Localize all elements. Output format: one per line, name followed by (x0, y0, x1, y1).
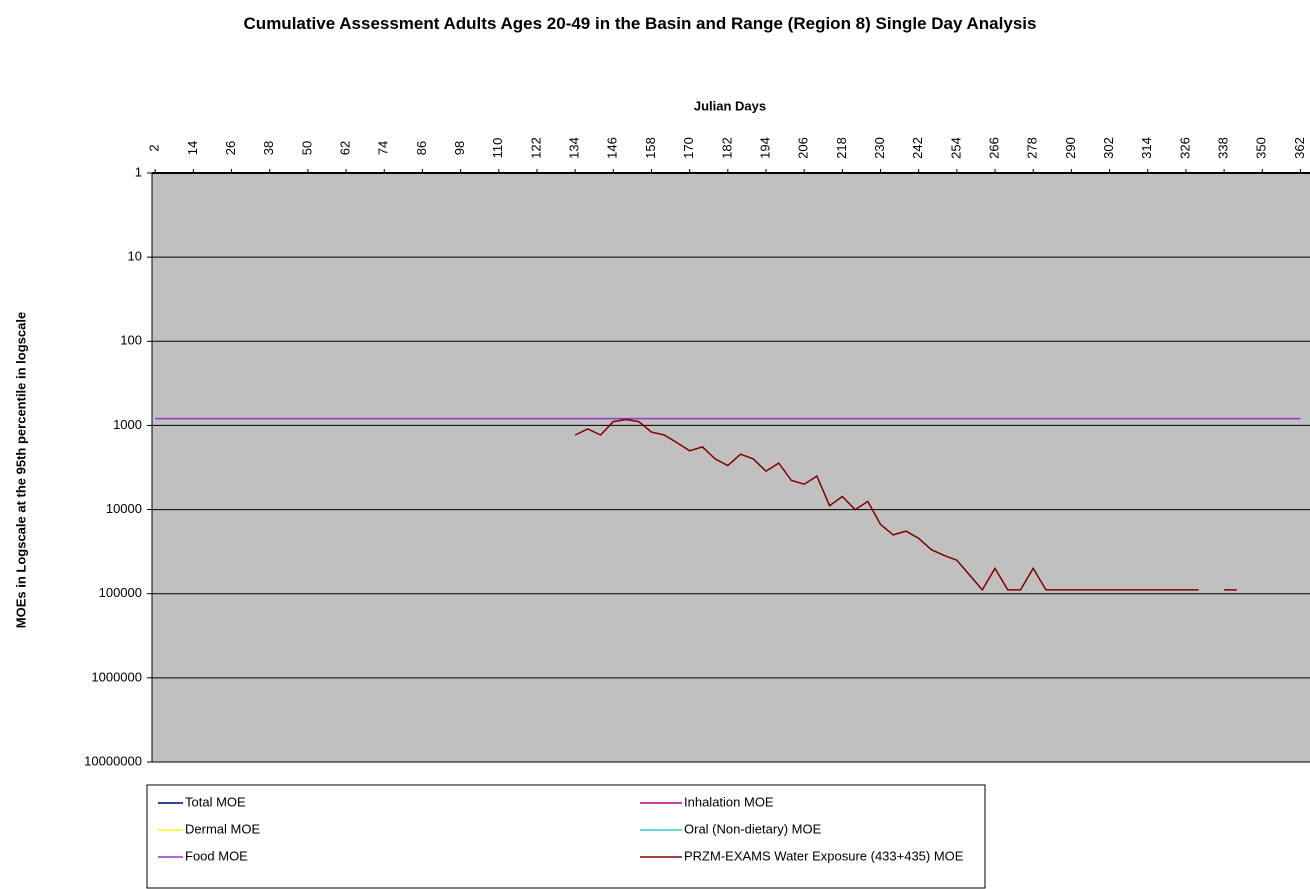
legend-label: Food MOE (185, 848, 248, 863)
x-tick-label: 26 (223, 141, 238, 155)
y-tick-label: 1000 (113, 417, 142, 432)
y-axis-title: MOEs in Logscale at the 95th percentile … (13, 312, 28, 628)
x-tick-label: 326 (1177, 137, 1192, 159)
x-tick-label: 362 (1292, 137, 1307, 159)
x-tick-label: 182 (719, 137, 734, 159)
x-tick-label: 14 (185, 141, 200, 155)
x-tick-label: 110 (490, 138, 505, 159)
x-tick-label: 350 (1254, 137, 1269, 159)
y-tick-label: 1000000 (91, 669, 142, 684)
x-tick-label: 62 (337, 141, 352, 155)
x-tick-label: 98 (452, 141, 467, 155)
y-tick-label: 10 (128, 249, 142, 264)
x-tick-label: 230 (872, 137, 887, 159)
x-tick-label: 146 (605, 137, 620, 159)
x-tick-label: 218 (834, 137, 849, 159)
y-tick-label: 10000 (106, 501, 142, 516)
x-tick-label: 2 (147, 144, 162, 151)
x-tick-label: 314 (1139, 137, 1154, 159)
y-tick-label: 1 (135, 164, 142, 179)
x-tick-label: 254 (948, 137, 963, 159)
x-tick-label: 278 (1025, 137, 1040, 159)
series-line (574, 418, 1237, 592)
x-tick-label: 50 (299, 141, 314, 155)
legend-label: Total MOE (185, 794, 246, 809)
x-tick-label: 134 (567, 137, 582, 159)
x-tick-label: 302 (1101, 137, 1116, 159)
legend-label: Oral (Non-dietary) MOE (684, 821, 822, 836)
x-tick-label: 158 (643, 137, 658, 159)
plot-area (152, 173, 1310, 762)
x-tick-label: 86 (414, 141, 429, 155)
x-tick-label: 338 (1216, 137, 1231, 159)
x-tick-label: 170 (681, 137, 696, 159)
x-tick-label: 266 (986, 137, 1001, 159)
x-tick-label: 74 (376, 141, 391, 155)
x-tick-label: 206 (796, 137, 811, 159)
x-axis-title: Julian Days (694, 98, 766, 113)
legend-label: PRZM-EXAMS Water Exposure (433+435) MOE (684, 848, 964, 863)
x-tick-label: 242 (910, 137, 925, 159)
legend (146, 784, 986, 889)
x-tick-label: 122 (528, 137, 543, 159)
x-tick-label: 194 (757, 137, 772, 159)
y-tick-label: 100 (120, 333, 142, 348)
y-tick-label: 100000 (99, 585, 142, 600)
legend-label: Inhalation MOE (684, 794, 774, 809)
y-tick-label: 10000000 (84, 753, 142, 768)
legend-label: Dermal MOE (185, 821, 260, 836)
chart-title: Cumulative Assessment Adults Ages 20-49 … (243, 14, 1037, 33)
title-box: Cumulative Assessment Adults Ages 20-49 … (243, 14, 1037, 33)
x-tick-label: 38 (261, 141, 276, 155)
x-tick-label: 290 (1063, 137, 1078, 159)
